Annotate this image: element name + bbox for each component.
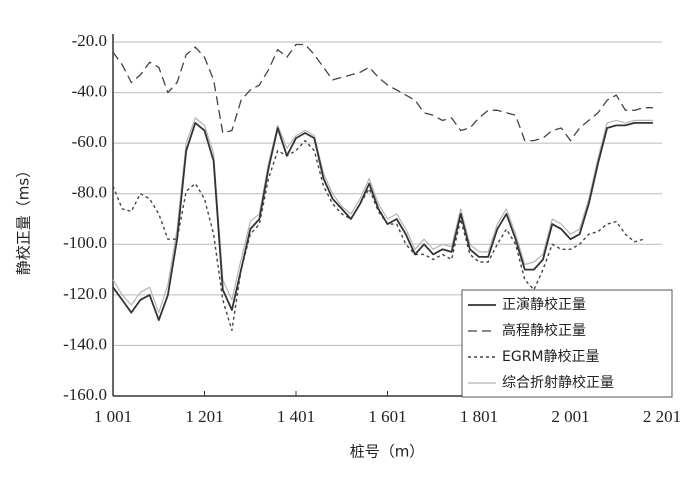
legend-box (461, 289, 673, 398)
x-axis-label: 桩号（m） (350, 443, 425, 461)
series-line (112, 122, 653, 321)
x-tick-label: 1 801 (460, 407, 498, 426)
legend-label: 高程静校正量 (502, 322, 586, 339)
x-tick-label: 1 001 (94, 407, 132, 426)
legend-label: EGRM静校正量 (502, 348, 600, 365)
y-tick-label: -20.0 (72, 31, 107, 50)
x-tick-label: 1 401 (277, 407, 315, 426)
y-tick-label: -60.0 (72, 132, 107, 151)
series-line (112, 117, 653, 314)
y-tick-label: -160.0 (63, 385, 107, 404)
y-tick-label: -80.0 (72, 183, 107, 202)
x-tick-label: 1 601 (368, 407, 406, 426)
series-line (112, 43, 653, 142)
y-tick-label: -100.0 (63, 233, 107, 252)
y-tick-label: -40.0 (72, 81, 107, 100)
x-tick-label: 2 001 (551, 407, 589, 426)
legend-label: 综合折射静校正量 (502, 374, 614, 391)
legend-label: 正演静校正量 (502, 296, 586, 313)
x-tick-label: 2 201 (643, 407, 681, 426)
y-axis-label: 静校正量（ms） (15, 163, 33, 275)
x-tick-label: 1 201 (185, 407, 223, 426)
y-tick-label: -140.0 (63, 334, 107, 353)
y-tick-label: -120.0 (63, 284, 107, 303)
